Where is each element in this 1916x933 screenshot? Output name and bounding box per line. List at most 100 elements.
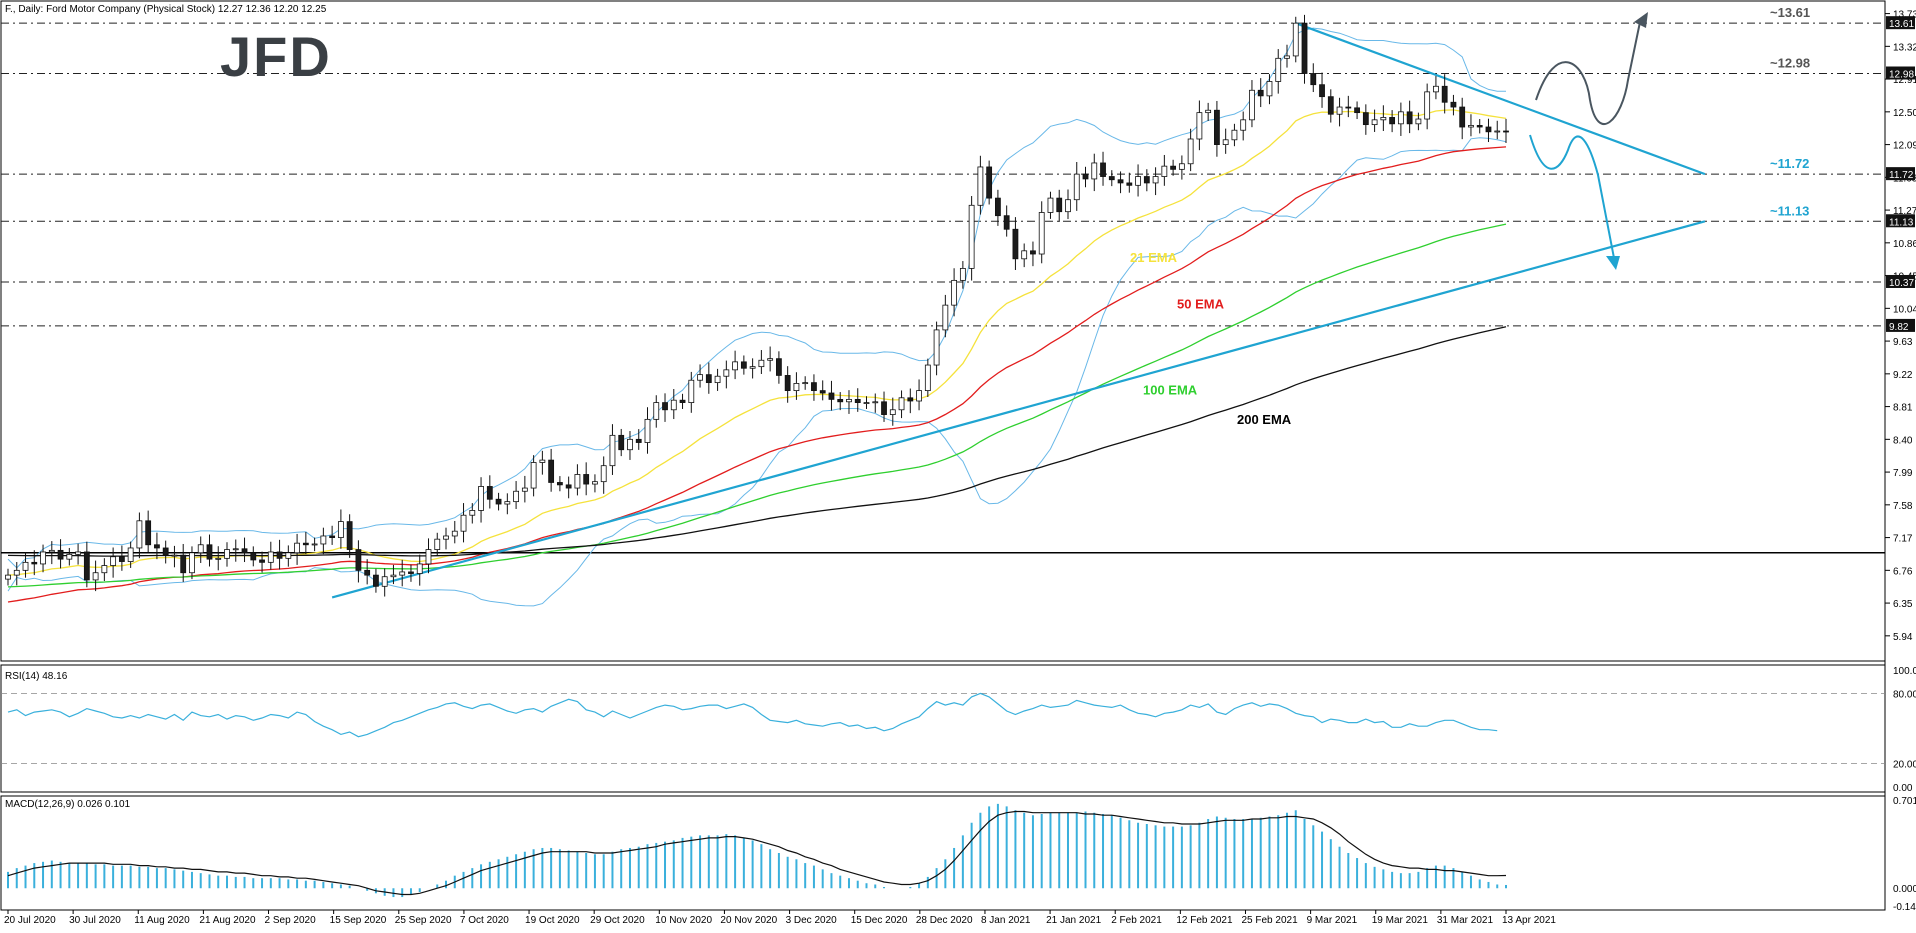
candle-body bbox=[714, 375, 721, 384]
candle-body bbox=[40, 551, 46, 565]
price-tick-label: 9.22 bbox=[1893, 370, 1913, 381]
candle-body bbox=[723, 369, 730, 377]
candle-body bbox=[583, 474, 590, 485]
candle-body bbox=[556, 482, 563, 486]
price-tick-label: 6.35 bbox=[1893, 599, 1913, 610]
candle-body bbox=[197, 544, 204, 554]
rsi-series: 100.00 80.00 20.00 0.00 bbox=[1, 666, 1916, 794]
candle-body bbox=[1205, 109, 1212, 114]
time-tick-label: 20 Jul 2020 bbox=[4, 915, 56, 926]
time-tick-label: 30 Jul 2020 bbox=[69, 915, 121, 926]
horizontal-levels bbox=[1, 22, 1885, 554]
rsi-tick-label: 20.00 bbox=[1893, 760, 1916, 771]
candle-body bbox=[1284, 55, 1290, 59]
candle-body bbox=[1073, 173, 1080, 201]
candle-body bbox=[189, 552, 195, 574]
price-level-tag bbox=[1886, 16, 1915, 30]
price-level-tag bbox=[1886, 318, 1915, 332]
candle-body bbox=[1056, 197, 1063, 213]
candle-body bbox=[1257, 89, 1264, 97]
candle-body bbox=[408, 571, 414, 574]
candle-body bbox=[1301, 22, 1308, 74]
candle-body bbox=[802, 382, 809, 385]
candle-body bbox=[232, 548, 239, 551]
candle-body bbox=[1126, 182, 1133, 186]
candle-body bbox=[1406, 111, 1413, 125]
candle-body bbox=[171, 554, 178, 557]
candle-body bbox=[968, 204, 975, 269]
candle-body bbox=[811, 382, 817, 392]
candle-body bbox=[986, 166, 993, 199]
chart-header: F., Daily: Ford Motor Company (Physical … bbox=[5, 4, 327, 15]
candle-body bbox=[767, 358, 774, 361]
price-panel-frame bbox=[0, 0, 1886, 662]
candle-body bbox=[1003, 215, 1010, 230]
candle-body bbox=[1310, 73, 1317, 86]
price-tick-label: 8.81 bbox=[1893, 403, 1913, 414]
candle-body bbox=[1354, 107, 1360, 114]
candle-body bbox=[1152, 176, 1159, 184]
candle-body bbox=[118, 556, 125, 562]
rsi-panel-frame bbox=[0, 664, 1886, 793]
time-tick-label: 13 Apr 2021 bbox=[1502, 915, 1556, 926]
bollinger-bands bbox=[7, 27, 1507, 607]
candle-body bbox=[644, 418, 651, 443]
candle-body bbox=[259, 559, 265, 563]
candle-body bbox=[311, 543, 318, 546]
level-annotation: ~11.72 bbox=[1770, 156, 1809, 171]
candle-body bbox=[110, 556, 117, 566]
candle-body bbox=[381, 576, 388, 587]
time-tick-label: 12 Feb 2021 bbox=[1176, 915, 1233, 926]
candle-body bbox=[670, 399, 677, 411]
jfd-logo: JFD bbox=[220, 25, 332, 88]
time-tick-label: 9 Mar 2021 bbox=[1307, 915, 1358, 926]
candle-body bbox=[364, 569, 371, 576]
candle-body bbox=[933, 329, 940, 366]
time-tick-label: 25 Sep 2020 bbox=[395, 915, 452, 926]
bullish-scenario-arrow bbox=[1535, 21, 1641, 125]
candle-body bbox=[83, 551, 90, 581]
candle-body bbox=[600, 465, 607, 483]
scenario-arrows bbox=[1529, 12, 1648, 270]
price-tick-label: 5.94 bbox=[1893, 632, 1913, 643]
time-tick-label: 25 Feb 2021 bbox=[1241, 915, 1298, 926]
macd-panel-frame bbox=[0, 795, 1886, 911]
candle-body bbox=[889, 409, 896, 415]
candle-body bbox=[846, 398, 852, 403]
candle-body bbox=[662, 402, 668, 411]
candle-body bbox=[320, 535, 327, 545]
candle-body bbox=[1319, 84, 1325, 98]
candle-body bbox=[732, 361, 738, 371]
candle-body bbox=[635, 438, 642, 443]
candle-body bbox=[1240, 119, 1247, 131]
price-level-tag-label: 12.98 bbox=[1889, 69, 1914, 80]
candle-body bbox=[1100, 162, 1106, 177]
candle-body bbox=[460, 514, 467, 532]
time-tick-label: 11 Aug 2020 bbox=[134, 915, 190, 926]
candle-body bbox=[1012, 228, 1019, 260]
time-tick-label: 15 Dec 2020 bbox=[851, 915, 908, 926]
candle-body bbox=[688, 379, 695, 403]
price-tick-label: 11.27 bbox=[1893, 206, 1916, 217]
price-level-tag-label: 9.82 bbox=[1889, 322, 1909, 333]
candle-body bbox=[1503, 130, 1509, 133]
candle-body bbox=[346, 521, 353, 550]
candle-body bbox=[1196, 112, 1203, 140]
candle-body bbox=[758, 359, 765, 368]
candle-body bbox=[1415, 118, 1422, 125]
time-tick-label: 31 Mar 2021 bbox=[1437, 915, 1494, 926]
candle-body bbox=[136, 520, 143, 549]
price-level-tag-label: 11.72 bbox=[1889, 170, 1914, 181]
price-tick-label: 12.50 bbox=[1893, 108, 1916, 119]
candle-body bbox=[92, 572, 99, 581]
annotation-labels: ~13.61 ~12.98 ~11.72 ~11.13 21 EMA 50 EMA 100 … bbox=[1130, 5, 1810, 427]
ema-label: 21 EMA bbox=[1130, 250, 1178, 265]
candle-body bbox=[749, 366, 756, 369]
descending-trendline bbox=[1295, 22, 1706, 176]
candle-body bbox=[697, 374, 703, 381]
candle-body bbox=[355, 549, 362, 571]
candle-body bbox=[285, 552, 292, 559]
price-level-tag bbox=[1886, 214, 1915, 228]
candle-body bbox=[180, 554, 187, 574]
